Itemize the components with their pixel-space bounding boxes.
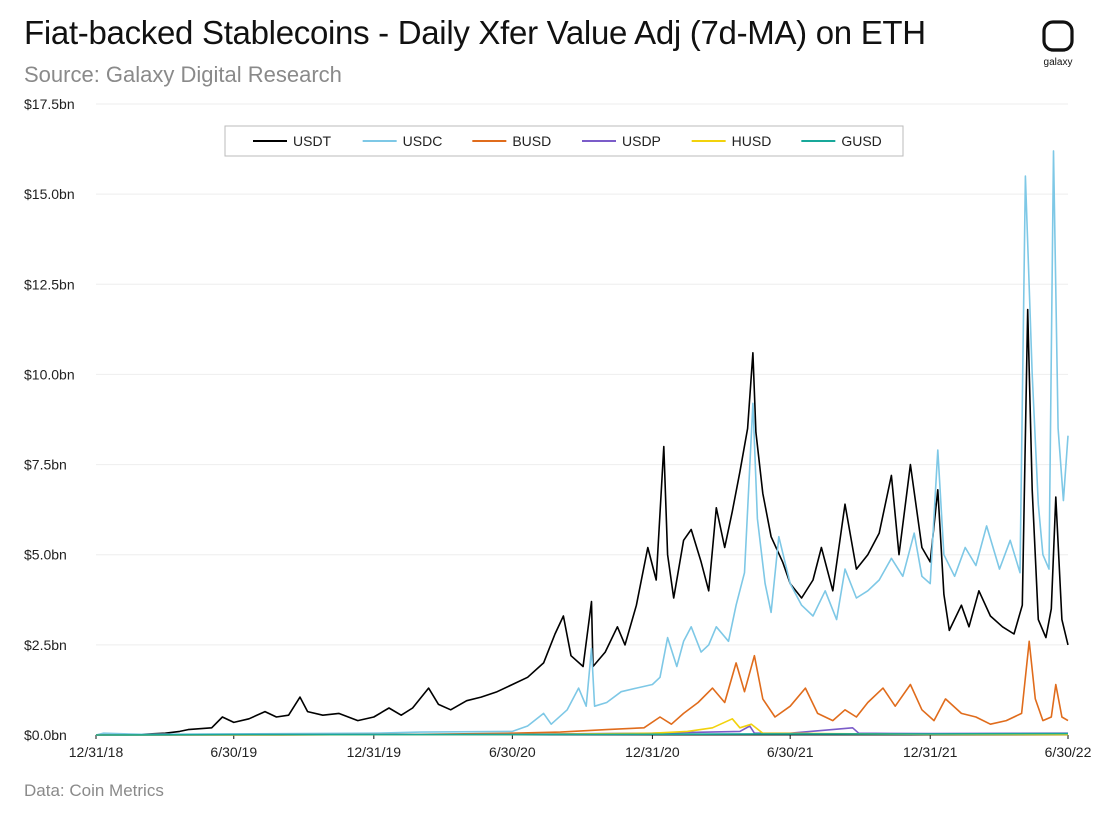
- legend-label-usdc: USDC: [403, 133, 443, 149]
- x-tick-label: 12/31/19: [347, 744, 402, 760]
- x-tick-label: 12/31/20: [625, 744, 680, 760]
- legend-label-busd: BUSD: [512, 133, 551, 149]
- series-line-gusd: [95, 732, 1069, 736]
- x-tick-label: 6/30/19: [210, 744, 257, 760]
- data-source-note: Data: Coin Metrics: [24, 781, 164, 800]
- legend-label-usdt: USDT: [293, 133, 332, 149]
- chart-subtitle: Source: Galaxy Digital Research: [24, 62, 342, 87]
- legend-label-husd: HUSD: [732, 133, 772, 149]
- grid-lines: [96, 103, 1068, 646]
- y-tick-label: $2.5bn: [24, 637, 67, 653]
- axes: $0.0bn $2.5bn $5.0bn $7.5bn $10.0bn $12.5bn $1…: [24, 96, 1092, 760]
- x-tick-label: 6/30/20: [489, 744, 536, 760]
- series-lines: [95, 150, 1069, 736]
- y-tick-label: $5.0bn: [24, 547, 67, 563]
- y-tick-label: $12.5bn: [24, 276, 75, 292]
- logo-text: galaxy: [1043, 57, 1073, 68]
- legend-label-gusd: GUSD: [841, 133, 881, 149]
- y-tick-label: $10.0bn: [24, 366, 75, 382]
- series-line-usdt: [95, 308, 1069, 736]
- y-tick-label: $17.5bn: [24, 96, 75, 112]
- x-tick-label: 12/31/18: [69, 744, 124, 760]
- legend: USDT USDC BUSD USDP HUSD GUSD: [224, 125, 904, 157]
- y-tick-label: $0.0bn: [24, 727, 67, 743]
- x-tick-label: 6/30/22: [1045, 744, 1092, 760]
- galaxy-logo-icon: [1042, 20, 1074, 52]
- y-tick-label: $15.0bn: [24, 186, 75, 202]
- chart-title: Fiat-backed Stablecoins - Daily Xfer Val…: [24, 14, 926, 51]
- x-tick-label: 12/31/21: [903, 744, 958, 760]
- legend-label-usdp: USDP: [622, 133, 661, 149]
- series-line-busd: [96, 640, 1069, 736]
- legend-box: [224, 125, 904, 157]
- y-tick-label: $7.5bn: [24, 457, 67, 473]
- x-tick-label: 6/30/21: [767, 744, 814, 760]
- series-line-usdc: [95, 150, 1069, 736]
